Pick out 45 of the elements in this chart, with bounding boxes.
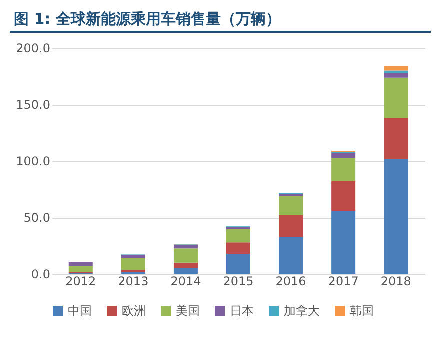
- bar: [279, 196, 304, 216]
- bar: [121, 258, 146, 270]
- bar: [384, 158, 408, 274]
- bar: [174, 268, 198, 274]
- bar: [226, 226, 250, 230]
- bar: [68, 266, 93, 272]
- x-tick-label: 2016: [276, 274, 306, 288]
- bar: [226, 229, 250, 243]
- x-tick-label: 2018: [380, 274, 412, 288]
- x-tick-label: 2014: [170, 274, 202, 288]
- bar: [226, 242, 250, 254]
- legend-label: 美国: [176, 304, 200, 318]
- bar: [332, 181, 356, 212]
- bar: [174, 248, 198, 263]
- bar: [384, 66, 408, 71]
- bar: [174, 262, 198, 268]
- x-tick-label: 2012: [66, 274, 96, 288]
- legend-label: 欧洲: [122, 304, 146, 318]
- bar: [332, 153, 356, 158]
- bar: [174, 244, 198, 249]
- bar: [279, 237, 304, 274]
- y-tick-label: 200.0: [16, 42, 50, 56]
- y-tick-label: 0.0: [31, 268, 50, 282]
- legend-label: 韩国: [350, 304, 374, 318]
- bar: [384, 78, 408, 118]
- bar: [332, 211, 356, 274]
- bar: [279, 194, 304, 196]
- bar: [384, 118, 408, 159]
- y-tick-label: 100.0: [16, 154, 50, 168]
- bar: [226, 254, 250, 274]
- bar: [279, 215, 304, 238]
- x-tick-label: 2017: [328, 274, 359, 288]
- bar: [121, 254, 146, 259]
- x-tick-label: 2013: [118, 274, 149, 288]
- bar: [384, 73, 408, 78]
- y-tick-label: 50.0: [24, 211, 50, 225]
- x-tick-label: 2015: [223, 274, 254, 288]
- legend-label: 中国: [68, 304, 92, 318]
- chart-title: 图 1: 全球新能源乘用车销售量（万辆）: [10, 8, 431, 33]
- legend-label: 日本: [230, 304, 254, 318]
- y-tick-label: 150.0: [16, 98, 50, 112]
- bar: [332, 158, 356, 182]
- bar: [68, 262, 93, 266]
- legend-label: 加拿大: [284, 304, 320, 318]
- bar: [384, 70, 408, 74]
